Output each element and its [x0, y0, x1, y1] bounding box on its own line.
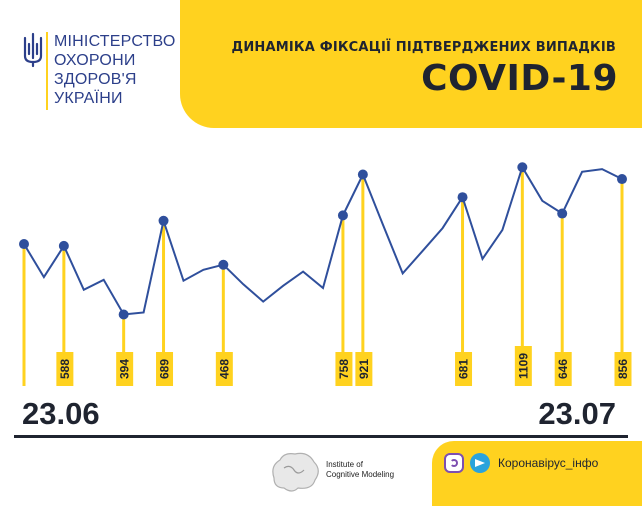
- banner-subtitle: COVID-19: [421, 58, 618, 99]
- ministry-name: МІНІСТЕРСТВО ОХОРОНИ ЗДОРОВ'Я УКРАЇНИ: [54, 33, 176, 107]
- data-point: [357, 169, 368, 180]
- data-point: [557, 208, 568, 219]
- data-point: [457, 192, 468, 203]
- value-label-box: [156, 352, 174, 386]
- viber-icon[interactable]: [444, 453, 464, 473]
- brain-logo-icon: [272, 452, 319, 492]
- value-label-box: [215, 352, 233, 386]
- value-label-box: [614, 352, 632, 386]
- end-date: 23.07: [538, 396, 616, 431]
- series-line: [23, 164, 623, 316]
- value-label: 588: [58, 359, 72, 379]
- data-point: [158, 215, 169, 226]
- data-point: [118, 309, 129, 320]
- data-point: [337, 210, 348, 221]
- date-axis-line: [14, 435, 628, 438]
- data-point: [19, 239, 29, 250]
- watermark-text: Institute of Cognitive Modeling: [326, 460, 395, 479]
- telegram-icon[interactable]: [470, 453, 490, 473]
- header-banner: ДИНАМІКА ФІКСАЦІЇ ПІДТВЕРДЖЕНИХ ВИПАДКІВ…: [180, 0, 642, 128]
- channel-name: Коронавірус_інфо: [498, 456, 599, 470]
- data-point: [517, 162, 528, 173]
- footer-banner: Коронавірус_інфо: [432, 441, 642, 506]
- value-label-box: [554, 352, 572, 386]
- value-label: 646: [556, 359, 570, 379]
- value-label: 758: [337, 359, 351, 379]
- data-point: [218, 259, 229, 270]
- value-label: 468: [217, 359, 231, 379]
- value-label: 856: [616, 359, 630, 379]
- value-label: 394: [118, 359, 132, 379]
- banner-title: ДИНАМІКА ФІКСАЦІЇ ПІДТВЕРДЖЕНИХ ВИПАДКІВ: [231, 40, 616, 55]
- data-point: [58, 240, 69, 251]
- value-label-box: [56, 352, 74, 386]
- watermark: Institute of Cognitive Modeling: [268, 448, 398, 496]
- cases-line-chart: 588 394 689 468 758 921 681 1109 646 856: [19, 162, 632, 386]
- trident-icon: [23, 32, 43, 68]
- logo-divider: [46, 32, 48, 110]
- data-point: [617, 174, 627, 185]
- value-label: 1109: [516, 353, 530, 379]
- value-label: 681: [457, 359, 471, 379]
- value-label-box: [335, 352, 353, 386]
- value-label-box: [116, 352, 134, 386]
- value-label-box: [514, 346, 532, 386]
- value-label-box: [355, 352, 373, 386]
- value-label: 689: [158, 359, 172, 379]
- value-label-box: [455, 352, 473, 386]
- value-label: 921: [357, 359, 371, 379]
- start-date: 23.06: [22, 396, 100, 431]
